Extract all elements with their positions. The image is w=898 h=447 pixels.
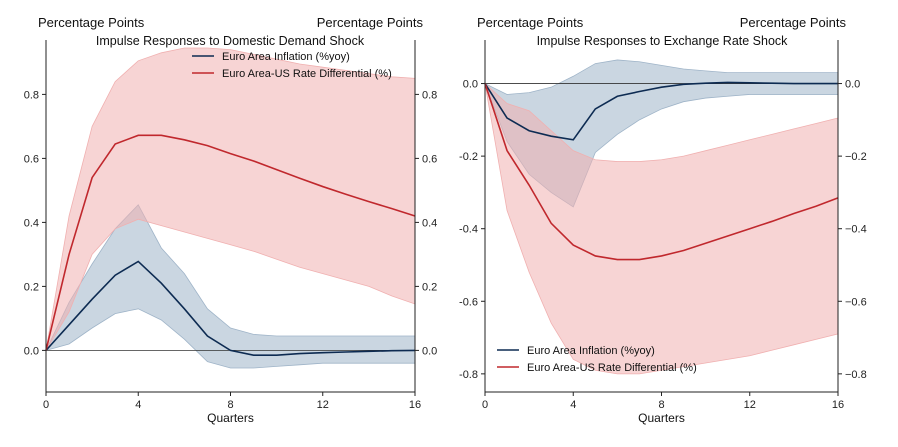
left-y-tick-label: 0.2 [24, 281, 39, 293]
right-y-tick-label: −0.6 [845, 296, 867, 308]
x-tick-label: 8 [658, 399, 664, 411]
right-unit-label: Percentage Points [317, 15, 424, 30]
right-y-tick-label: 0.8 [422, 89, 437, 101]
left-unit-label: Percentage Points [38, 15, 145, 30]
right-unit-label: Percentage Points [740, 15, 847, 30]
x-tick-label: 12 [744, 399, 756, 411]
right-y-tick-label: −0.2 [845, 151, 867, 163]
chart-title: Impulse Responses to Domestic Demand Sho… [96, 34, 365, 48]
left-unit-label: Percentage Points [477, 15, 584, 30]
left-y-tick-label: 0.8 [24, 89, 39, 101]
left-y-tick-label: -0.8 [459, 369, 478, 381]
legend-label-inflation: Euro Area Inflation (%yoy) [527, 345, 655, 357]
x-tick-label: 16 [832, 399, 844, 411]
left-y-tick-label: -0.2 [459, 151, 478, 163]
right-y-tick-label: 0.2 [422, 281, 437, 293]
right-y-tick-label: 0.6 [422, 153, 437, 165]
x-tick-label: 8 [227, 399, 233, 411]
chart-panel-2: 0 4 8 12 16 0.0 0.0 -0.2 −0.2 -0.4 −0.4 -0.6 −0.6 -0.… [459, 15, 867, 425]
right-y-tick-label: −0.8 [845, 369, 867, 381]
x-tick-label: 0 [482, 399, 488, 411]
series-line-rate-differential [45, 134, 416, 351]
left-y-tick-label: -0.4 [459, 224, 478, 236]
right-y-tick-label: 0.0 [422, 345, 437, 357]
x-tick-label: 16 [409, 399, 421, 411]
x-tick-label: 0 [43, 399, 49, 411]
x-axis-title: Quarters [638, 411, 685, 425]
x-tick-label: 4 [135, 399, 141, 411]
legend-label-rate-differential: Euro Area-US Rate Differential (%) [222, 68, 392, 80]
right-y-tick-label: 0.4 [422, 217, 437, 229]
series-line-inflation [45, 260, 416, 357]
x-tick-label: 12 [317, 399, 329, 411]
legend: Euro Area Inflation (%yoy) Euro Area-US R… [192, 51, 392, 80]
right-y-tick-label: 0.0 [845, 79, 860, 91]
x-axis-title: Quarters [207, 411, 254, 425]
left-y-tick-label: 0.6 [24, 153, 39, 165]
series-line-rate-differential [484, 83, 839, 261]
legend-label-inflation: Euro Area Inflation (%yoy) [222, 51, 350, 63]
chart-title: Impulse Responses to Exchange Rate Shock [537, 34, 789, 48]
legend: Euro Area Inflation (%yoy) Euro Area-US R… [497, 345, 697, 374]
left-y-tick-label: 0.0 [24, 345, 39, 357]
left-y-tick-label: 0.4 [24, 217, 39, 229]
legend-label-rate-differential: Euro Area-US Rate Differential (%) [527, 362, 697, 374]
series-line-inflation [484, 81, 838, 141]
chart-panel-1: 0 4 8 12 16 0.0 0.0 0.2 0.2 0.4 0.4 0.6 0.6 0.8 0.8 Per… [24, 15, 438, 425]
right-y-tick-label: −0.4 [845, 224, 867, 236]
x-tick-label: 4 [570, 399, 576, 411]
left-y-tick-label: 0.0 [463, 79, 478, 91]
left-y-tick-label: -0.6 [459, 296, 478, 308]
